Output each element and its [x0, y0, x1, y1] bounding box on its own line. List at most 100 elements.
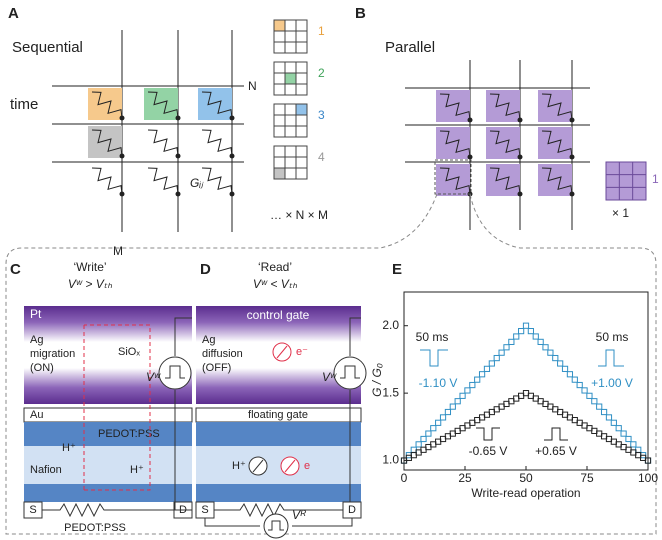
point: [440, 415, 445, 420]
point: [533, 334, 538, 339]
state-label: Ag: [30, 334, 43, 346]
channel-bottom: [196, 484, 361, 502]
cell: [436, 164, 470, 196]
voltage-label: Vᴿ: [292, 508, 306, 522]
step-label: 1: [652, 172, 659, 186]
y-tick-label: 2.0: [382, 318, 399, 332]
point: [416, 442, 421, 447]
layer-label: PEDOT:PSS: [64, 522, 126, 534]
pulse-icon: [598, 350, 624, 366]
channel-top: [196, 422, 361, 446]
channel-bottom: [24, 484, 192, 502]
state-label: Ag: [202, 334, 215, 346]
x-tick-label: 25: [458, 471, 472, 485]
memristor: [148, 168, 178, 194]
point: [426, 431, 431, 436]
pulse-icon: [544, 428, 568, 440]
point: [582, 388, 587, 393]
layer-label: Au: [30, 409, 43, 421]
y-tick-label: 1.0: [382, 453, 399, 467]
point: [494, 355, 499, 360]
figure: A Sequential time N M Gᵢⱼ 1 2 3 4 … × N …: [0, 0, 662, 540]
point: [499, 350, 504, 355]
pulse-icon: [476, 428, 500, 440]
point: [601, 409, 606, 414]
state-cell: [274, 168, 285, 179]
col-label: M: [113, 244, 123, 258]
annotation: +1.00 V: [591, 376, 633, 390]
point: [606, 415, 611, 420]
panel-label: D: [200, 261, 211, 278]
point: [465, 388, 470, 393]
row-label: N: [248, 79, 257, 93]
point: [611, 420, 616, 425]
x-tick-label: 50: [519, 471, 533, 485]
drain-label: D: [348, 504, 356, 516]
point: [562, 366, 567, 371]
voltage-label: Vʷ: [322, 370, 337, 384]
step-label: 4: [318, 150, 325, 164]
pulse-source: [159, 357, 191, 389]
cell: [486, 127, 520, 159]
electron-label: e: [304, 460, 310, 472]
point: [621, 431, 626, 436]
step-label: 1: [318, 24, 325, 38]
pulse-source: [264, 514, 288, 538]
point: [475, 377, 480, 382]
cell: [436, 127, 470, 159]
panel-label: B: [355, 5, 366, 22]
state-label: migration: [30, 348, 75, 360]
point: [504, 345, 509, 350]
point: [479, 372, 484, 377]
cell: [198, 88, 232, 120]
panel-label: A: [8, 5, 19, 22]
panel-label: E: [392, 261, 402, 278]
panel-c: C ‘Write’ Vʷ > Vₜₕ Pt Ag migration (ON) …: [10, 260, 192, 534]
x-tick-label: 0: [401, 471, 408, 485]
source-label: S: [29, 504, 36, 516]
pulse-source: [334, 357, 366, 389]
layer-label: control gate: [247, 308, 310, 322]
state-label: diffusion: [202, 348, 243, 360]
weight-label: Gᵢⱼ: [190, 176, 204, 190]
x-tick-label: 100: [638, 471, 658, 485]
point: [455, 399, 460, 404]
point: [553, 355, 558, 360]
annotation: -1.10 V: [419, 376, 458, 390]
electron-label: e⁻: [296, 346, 308, 358]
channel-resistor: [42, 504, 174, 516]
panel-d: D ‘Read’ Vʷ < Vₜₕ control gate Ag diffus…: [196, 260, 366, 538]
panel-title: ‘Read’: [258, 260, 292, 274]
memristor: [148, 130, 178, 156]
panel-e: E Write-read operation G / G₀ 0255075100…: [370, 261, 658, 500]
point: [548, 350, 553, 355]
ion-label: H⁺: [232, 460, 246, 472]
panel-title: Sequential: [12, 39, 83, 56]
condition: Vʷ < Vₜₕ: [253, 277, 297, 291]
cell: [436, 90, 470, 122]
cell: [486, 164, 520, 196]
memristor: [202, 130, 232, 156]
point: [528, 329, 533, 334]
point: [431, 426, 436, 431]
state-cell: [296, 104, 307, 115]
multiplier: … × N × M: [270, 208, 328, 222]
time-label: time: [10, 96, 38, 113]
multiplier: × 1: [612, 206, 629, 220]
cell: [538, 90, 572, 122]
point: [572, 377, 577, 382]
point: [558, 361, 563, 366]
annotation: -0.65 V: [469, 444, 508, 458]
electrolyte: [196, 446, 361, 484]
step-label: 2: [318, 66, 325, 80]
layer-label: floating gate: [248, 409, 308, 421]
point: [421, 436, 426, 441]
y-tick-label: 1.5: [382, 385, 399, 399]
annotation: +0.65 V: [535, 444, 577, 458]
point: [509, 339, 514, 344]
state-grid: [606, 162, 646, 200]
cell: [88, 88, 122, 120]
point: [519, 329, 524, 334]
ion-label: H⁺: [62, 442, 76, 454]
annotation: 50 ms: [416, 330, 449, 344]
